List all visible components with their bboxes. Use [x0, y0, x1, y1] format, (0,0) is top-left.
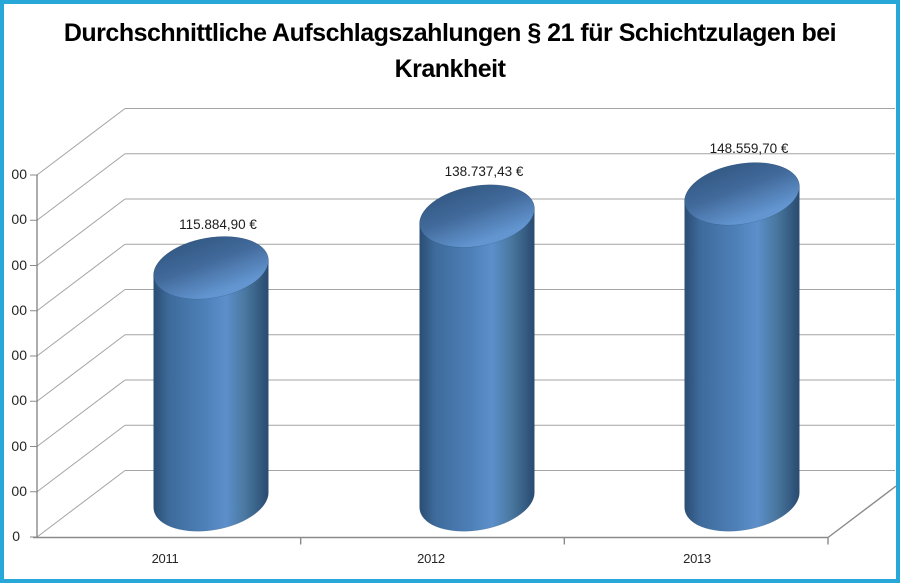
gridline-depth-diagonal — [36, 153, 126, 221]
y-axis-tick-label: 00 — [11, 483, 27, 499]
bars — [153, 162, 800, 532]
cylinder-2012 — [419, 184, 535, 532]
y-axis-tick-label: 00 — [11, 438, 27, 454]
x-axis-label-2013: 2013 — [683, 551, 711, 566]
cylinder-2013 — [684, 162, 800, 532]
value-label-2012: 138.737,43 € — [444, 164, 524, 179]
gridline-depth-diagonal — [36, 470, 126, 538]
y-axis-tick-label: 00 — [11, 392, 27, 408]
chart-title: Durchschnittliche Aufschlagszahlungen § … — [10, 15, 890, 87]
chart-title-line-2: Krankheit — [394, 55, 506, 83]
y-axis-tick-label: 00 — [11, 211, 27, 227]
gridline-depth-diagonal — [36, 289, 126, 357]
cylinder-2011 — [153, 236, 269, 532]
cylinder-top — [684, 162, 800, 226]
value-label-2011: 115.884,90 € — [179, 217, 257, 232]
axes — [33, 175, 897, 545]
x-axis-label-2012: 2012 — [417, 551, 445, 566]
y-axis-tick-label: 00 — [11, 166, 27, 182]
gridline-depth-diagonal — [36, 243, 126, 312]
y-axis-tick-label: 00 — [11, 257, 27, 273]
chart-title-line-1: Durchschnittliche Aufschlagszahlungen § … — [63, 19, 837, 47]
value-label-2013: 148.559,70 € — [709, 141, 789, 156]
x-axis-label-2011: 2011 — [151, 551, 179, 566]
x-axis-depth-line — [827, 485, 897, 539]
cylinder-top — [419, 184, 535, 248]
gridline-depth-diagonal — [36, 108, 126, 176]
y-axis-tick-label: 00 — [11, 347, 27, 363]
y-axis-tick-label-zero: 0 — [12, 528, 20, 544]
gridline-depth-diagonal — [36, 424, 126, 493]
gridline-depth-diagonal — [36, 379, 126, 447]
cylinder-top — [153, 236, 269, 300]
gridline-depth-diagonal — [36, 334, 126, 402]
gridline-depth-diagonal — [36, 198, 126, 266]
y-axis-tick-label: 00 — [11, 302, 27, 318]
